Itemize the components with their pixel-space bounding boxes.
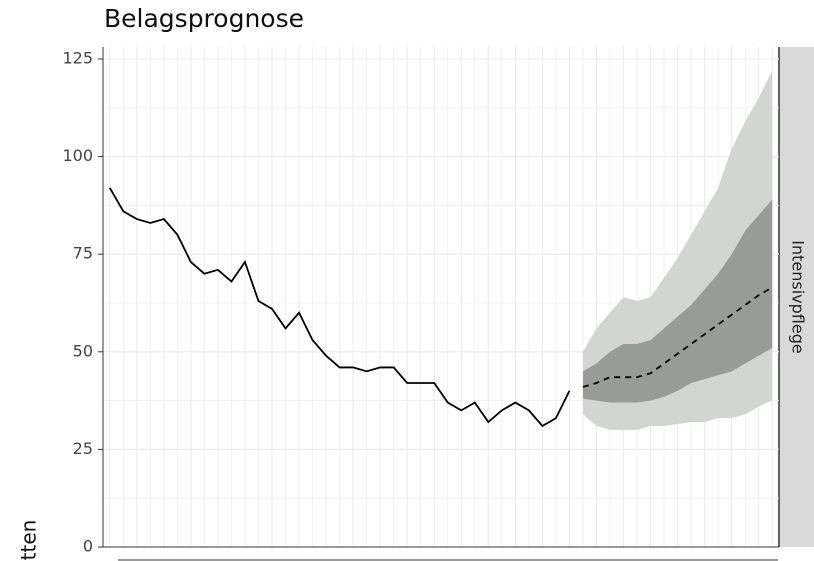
y-tick-label: 100 bbox=[62, 146, 93, 165]
y-tick-label: 125 bbox=[62, 49, 93, 68]
y-axis-label: tten bbox=[17, 520, 41, 561]
y-tick-label: 75 bbox=[73, 244, 93, 263]
facet-label: Intensivpflege bbox=[789, 240, 808, 353]
facet-strip bbox=[779, 47, 814, 547]
observed-line bbox=[108, 187, 571, 428]
inner-band bbox=[582, 199, 773, 403]
chart-title: Belagsprognose bbox=[104, 4, 304, 33]
y-tick-label: 50 bbox=[73, 341, 93, 360]
y-tick-label: 25 bbox=[73, 439, 93, 458]
y-tick-label: 0 bbox=[83, 537, 93, 556]
forecast-line bbox=[582, 286, 773, 388]
